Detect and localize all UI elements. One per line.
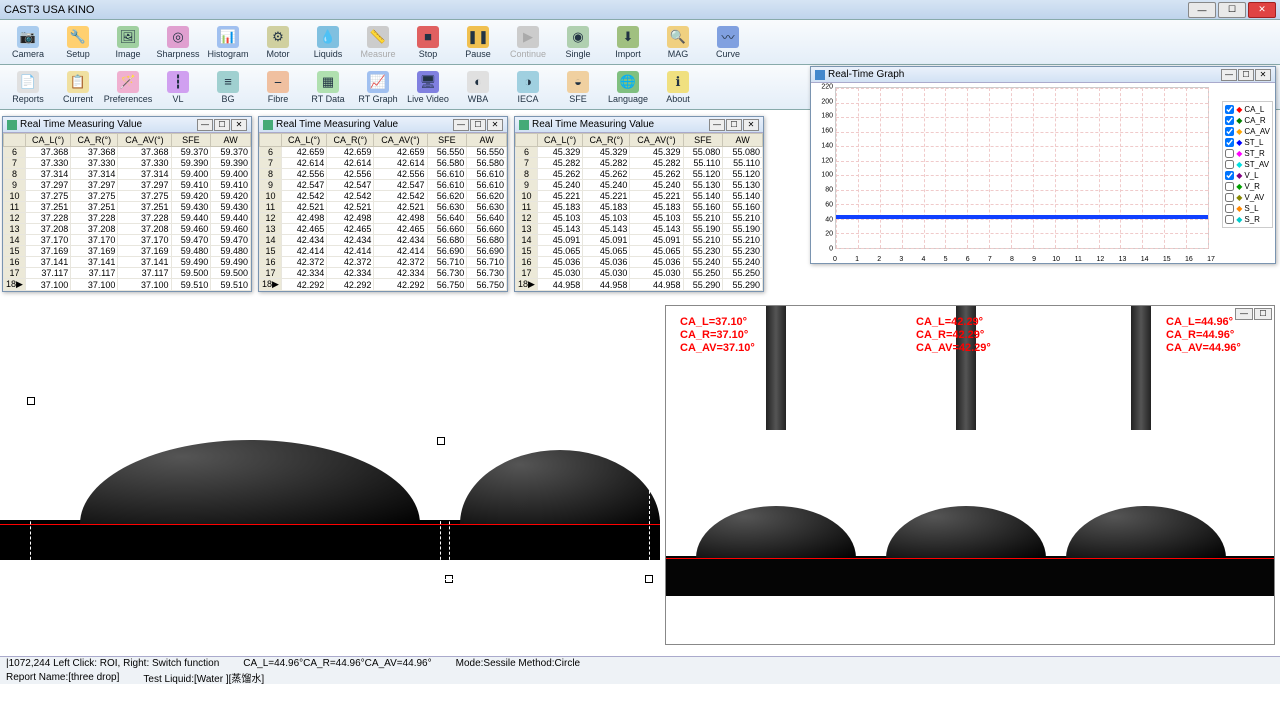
status-bar: |1072,244 Left Click: ROI, Right: Switch… xyxy=(0,656,1280,684)
toolbar-sharpness[interactable]: ◎Sharpness xyxy=(154,22,202,62)
legend-item-ST_L[interactable]: ◆ ST_L xyxy=(1225,137,1270,148)
toolbar-language[interactable]: 🌐Language xyxy=(604,67,652,107)
video-max-icon[interactable]: ☐ xyxy=(1254,308,1272,320)
minimize-button[interactable]: — xyxy=(1188,2,1216,18)
toolbar-row-1: 📷Camera🔧Setup🖼Image◎Sharpness📊Histogram⚙… xyxy=(0,20,1280,65)
panel-measuring-1: Real Time Measuring Value —☐✕ CA_L(°)CA_… xyxy=(2,116,252,292)
toolbar-measure: 📏Measure xyxy=(354,22,402,62)
legend-item-CA_AV[interactable]: ◆ CA_AV xyxy=(1225,126,1270,137)
panel-realtime-graph: Real-Time Graph —☐✕ ◆ CA_L ◆ CA_R ◆ CA_A… xyxy=(810,66,1276,264)
legend-item-S_L[interactable]: ◆ S_L xyxy=(1225,203,1270,214)
toolbar-rt-data[interactable]: ▦RT Data xyxy=(304,67,352,107)
roi-box-1[interactable] xyxy=(30,400,450,580)
live-video-main[interactable] xyxy=(0,320,660,650)
toolbar-single[interactable]: ◉Single xyxy=(554,22,602,62)
data-table-3: CA_L(°)CA_R(°)CA_AV(°)SFEAW645.32945.329… xyxy=(515,133,763,291)
panel-measuring-3: Real Time Measuring Value —☐✕ CA_L(°)CA_… xyxy=(514,116,764,292)
data-table-1: CA_L(°)CA_R(°)CA_AV(°)SFEAW637.36837.368… xyxy=(3,133,251,291)
video-min-icon[interactable]: — xyxy=(1235,308,1253,320)
status-coords: |1072,244 Left Click: ROI, Right: Switch… xyxy=(6,658,219,669)
chart-legend: ◆ CA_L ◆ CA_R ◆ CA_AV ◆ ST_L ◆ ST_R ◆ ST… xyxy=(1222,101,1273,228)
app-title: CAST3 USA KINO xyxy=(4,4,94,16)
toolbar-mag[interactable]: 🔍MAG xyxy=(654,22,702,62)
toolbar-liquids[interactable]: 💧Liquids xyxy=(304,22,352,62)
toolbar-continue: ▶Continue xyxy=(504,22,552,62)
panel-close-icon[interactable]: ✕ xyxy=(231,119,247,131)
maximize-button[interactable]: ☐ xyxy=(1218,2,1246,18)
toolbar-motor[interactable]: ⚙Motor xyxy=(254,22,302,62)
status-angles: CA_L=44.96°CA_R=44.96°CA_AV=44.96° xyxy=(243,658,431,669)
legend-item-ST_AV[interactable]: ◆ ST_AV xyxy=(1225,159,1270,170)
toolbar-histogram[interactable]: 📊Histogram xyxy=(204,22,252,62)
roi-box-2[interactable] xyxy=(440,440,650,580)
toolbar-camera[interactable]: 📷Camera xyxy=(4,22,52,62)
legend-item-ST_R[interactable]: ◆ ST_R xyxy=(1225,148,1270,159)
panel-title: Real Time Measuring Value xyxy=(532,119,654,130)
panel-title: Real Time Measuring Value xyxy=(276,119,398,130)
workspace: Real Time Measuring Value —☐✕ CA_L(°)CA_… xyxy=(0,110,1280,710)
toolbar-ieca[interactable]: ◑IECA xyxy=(504,67,552,107)
toolbar-curve[interactable]: 〰Curve xyxy=(704,22,752,62)
legend-item-CA_L[interactable]: ◆ CA_L xyxy=(1225,104,1270,115)
legend-item-V_AV[interactable]: ◆ V_AV xyxy=(1225,192,1270,203)
toolbar-current[interactable]: 📋Current xyxy=(54,67,102,107)
toolbar-import[interactable]: ⬇Import xyxy=(604,22,652,62)
toolbar-wba[interactable]: ◐WBA xyxy=(454,67,502,107)
close-button[interactable]: ✕ xyxy=(1248,2,1276,18)
panel-measuring-2: Real Time Measuring Value —☐✕ CA_L(°)CA_… xyxy=(258,116,508,292)
graph-title: Real-Time Graph xyxy=(828,69,904,80)
window-titlebar: CAST3 USA KINO — ☐ ✕ xyxy=(0,0,1280,20)
toolbar-sfe[interactable]: ◒SFE xyxy=(554,67,602,107)
overlay-angles-2: CA_L=42.29°CA_R=42.29°CA_AV=42.29° xyxy=(916,316,991,355)
toolbar-stop[interactable]: ■Stop xyxy=(404,22,452,62)
needle-3 xyxy=(1131,306,1151,430)
status-liquid: Test Liquid:[Water ][蒸馏水] xyxy=(143,670,264,685)
status-report: Report Name:[three drop] xyxy=(6,672,119,683)
toolbar-preferences[interactable]: 🪄Preferences xyxy=(104,67,152,107)
chart-area[interactable] xyxy=(835,87,1209,249)
baseline-right xyxy=(666,558,1274,559)
toolbar-live-video[interactable]: 🖥Live Video xyxy=(404,67,452,107)
toolbar-vl[interactable]: ┇VL xyxy=(154,67,202,107)
live-video-right[interactable]: CA_L=37.10°CA_R=37.10°CA_AV=37.10° CA_L=… xyxy=(665,305,1275,645)
panel-min-icon[interactable]: — xyxy=(197,119,213,131)
toolbar-bg[interactable]: ≡BG xyxy=(204,67,252,107)
toolbar-about[interactable]: ℹAbout xyxy=(654,67,702,107)
panel-title: Real Time Measuring Value xyxy=(20,119,142,130)
toolbar-reports[interactable]: 📄Reports xyxy=(4,67,52,107)
toolbar-pause[interactable]: ❚❚Pause xyxy=(454,22,502,62)
legend-item-V_R[interactable]: ◆ V_R xyxy=(1225,181,1270,192)
status-mode: Mode:Sessile Method:Circle xyxy=(456,658,581,669)
overlay-angles-3: CA_L=44.96°CA_R=44.96°CA_AV=44.96° xyxy=(1166,316,1241,355)
toolbar-image[interactable]: 🖼Image xyxy=(104,22,152,62)
overlay-angles-1: CA_L=37.10°CA_R=37.10°CA_AV=37.10° xyxy=(680,316,755,355)
data-table-2: CA_L(°)CA_R(°)CA_AV(°)SFEAW642.65942.659… xyxy=(259,133,507,291)
toolbar-rt-graph[interactable]: 📈RT Graph xyxy=(354,67,402,107)
toolbar-setup[interactable]: 🔧Setup xyxy=(54,22,102,62)
panel-max-icon[interactable]: ☐ xyxy=(214,119,230,131)
legend-item-V_L[interactable]: ◆ V_L xyxy=(1225,170,1270,181)
legend-item-S_R[interactable]: ◆ S_R xyxy=(1225,214,1270,225)
needle-1 xyxy=(766,306,786,430)
toolbar-fibre[interactable]: ⎯Fibre xyxy=(254,67,302,107)
legend-item-CA_R[interactable]: ◆ CA_R xyxy=(1225,115,1270,126)
